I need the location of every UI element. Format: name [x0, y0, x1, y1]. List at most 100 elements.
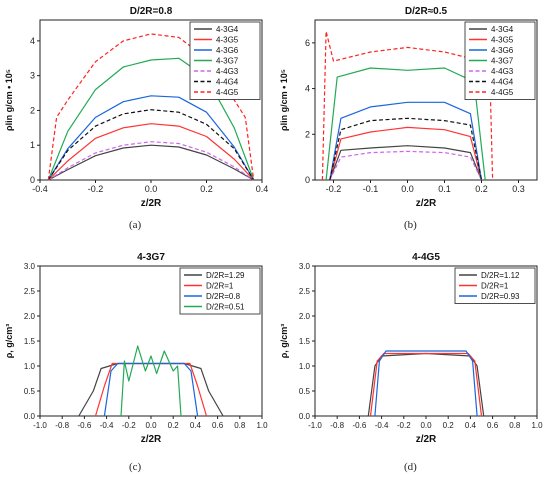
- y-tick-label: 1.5: [24, 337, 36, 346]
- plot-frame: [314, 19, 538, 181]
- x-tick-label: -0.4: [32, 184, 48, 194]
- series-line: [94, 362, 208, 417]
- y-tick-label: 3.0: [299, 262, 311, 271]
- legend-label: D/2R=1.12: [481, 271, 520, 280]
- series-line: [47, 95, 255, 181]
- legend-label: 4-4G4: [491, 78, 514, 87]
- y-tick-label: 0.5: [299, 387, 311, 396]
- x-tick-label: 0.2: [168, 421, 180, 430]
- x-tick-label: 0.2: [200, 184, 213, 194]
- x-axis-label: z/2R: [416, 434, 437, 445]
- legend-label: D/2R=1: [206, 282, 234, 291]
- y-tick-label: 1: [30, 140, 35, 150]
- y-tick-label: 2.0: [24, 312, 36, 321]
- y-axis-label: ρlin g/cm • 10⁵: [279, 69, 289, 131]
- chart-panel-b: D/2R≈0.5 -0.2 -0.1 0.0 0.1 0.2 0.3 0 2 4 6 z/2R ρlin…: [279, 6, 538, 209]
- y-tick-label: 1.0: [299, 362, 311, 371]
- x-tick-label: -0.2: [122, 421, 136, 430]
- series-line: [103, 362, 199, 417]
- chart-title: 4-4G5: [412, 252, 440, 263]
- legend-label: 4-4G3: [216, 67, 239, 76]
- x-tick-label: 1.0: [256, 421, 268, 430]
- legend-label: 4-3G4: [491, 25, 514, 34]
- legend-label: 4-3G5: [216, 36, 239, 45]
- legend-label: D/2R=0.8: [206, 292, 241, 301]
- y-tick-label: 0: [30, 175, 35, 185]
- y-tick-label: 1.0: [24, 362, 36, 371]
- x-tick-label: -0.4: [375, 421, 389, 430]
- series-line: [325, 67, 486, 181]
- legend-label: 4-4G5: [216, 88, 239, 97]
- x-tick-label: 0.1: [438, 184, 451, 194]
- y-tick-label: 1.5: [299, 337, 311, 346]
- legend-label: 4-3G7: [491, 57, 514, 66]
- x-tick-label: -0.2: [397, 421, 411, 430]
- y-tick-label: 2.5: [24, 287, 36, 296]
- x-tick-label: -0.8: [330, 421, 344, 430]
- y-tick-label: 4: [305, 84, 310, 94]
- x-tick-label: 0.4: [190, 421, 202, 430]
- series-line: [47, 57, 255, 181]
- x-tick-label: -0.4: [100, 421, 114, 430]
- x-tick-label: -0.2: [326, 184, 342, 194]
- legend-label: D/2R=1.29: [206, 271, 245, 280]
- chart-panel-d: 4-4G5 -1.0 -0.8 -0.6 -0.4 -0.2 0.0 0.2 0.4 0.6 0.8…: [279, 252, 543, 445]
- x-tick-label: -0.2: [88, 184, 104, 194]
- legend-label: 4-3G6: [491, 46, 514, 55]
- y-tick-label: 2.0: [299, 312, 311, 321]
- x-axis-label: z/2R: [416, 198, 437, 209]
- series-line: [374, 350, 478, 417]
- chart-title: D/2R≈0.5: [405, 6, 448, 17]
- y-tick-label: 4: [30, 36, 35, 46]
- series-line: [369, 352, 483, 417]
- series-line: [48, 144, 254, 181]
- x-tick-label: 0.3: [512, 184, 525, 194]
- y-tick-label: 0.5: [24, 387, 36, 396]
- y-axis-label: ρlin g/cm • 10⁵: [4, 69, 14, 131]
- legend-label: D/2R=0.51: [206, 303, 245, 312]
- series-line: [47, 33, 255, 181]
- series-line: [329, 126, 483, 181]
- y-tick-label: 0.0: [24, 412, 36, 421]
- caption-a: (a): [129, 219, 142, 231]
- x-tick-label: -0.6: [78, 421, 92, 430]
- x-tick-label: 0.0: [145, 184, 158, 194]
- series-line: [329, 101, 483, 181]
- x-tick-label: 0.0: [420, 421, 432, 430]
- x-tick-label: 0.4: [256, 184, 269, 194]
- series-line: [367, 352, 485, 417]
- series-line: [47, 123, 255, 181]
- chart-title: 4-3G7: [137, 252, 165, 263]
- series-line: [47, 109, 255, 181]
- chart-panel-a: D/2R=0.8 -0.4 -0.2 0.0 0.2 0.4 0 1 2 3 4 z/2R ρlin g…: [4, 6, 269, 209]
- legend-label: 4-3G4: [216, 25, 239, 34]
- chart-panel-c: 4-3G7 -1.0 -0.8 -0.6 -0.4 -0.2 0.0 0.2 0.4 0.6 0.8…: [4, 252, 268, 445]
- y-tick-label: 0: [305, 175, 310, 185]
- legend-label: 4-4G5: [491, 88, 514, 97]
- legend-label: D/2R=0.93: [481, 292, 520, 301]
- caption-c: (c): [129, 461, 142, 473]
- x-axis-label: z/2R: [141, 198, 162, 209]
- y-tick-label: 3.0: [24, 262, 36, 271]
- caption-b: (b): [404, 219, 417, 231]
- y-tick-label: 2: [305, 129, 310, 139]
- y-axis-label: ρ, g/cm³: [4, 324, 14, 359]
- x-tick-label: 0.6: [212, 421, 224, 430]
- series-line: [329, 117, 483, 181]
- x-tick-label: 0.8: [509, 421, 521, 430]
- legend-label: 4-4G4: [216, 78, 239, 87]
- x-tick-label: 0.4: [465, 421, 477, 430]
- series-line: [78, 362, 224, 417]
- y-tick-label: 3: [30, 71, 35, 81]
- x-tick-label: -0.6: [353, 421, 367, 430]
- x-tick-label: 0.2: [475, 184, 488, 194]
- x-tick-label: 0.0: [145, 421, 157, 430]
- x-tick-label: 1.0: [531, 421, 543, 430]
- legend-label: 4-3G5: [491, 36, 514, 45]
- x-tick-label: 0.6: [487, 421, 499, 430]
- x-tick-label: 0.2: [443, 421, 455, 430]
- x-tick-label: -0.8: [55, 421, 69, 430]
- x-tick-label: 0.8: [234, 421, 246, 430]
- legend-label: 4-3G7: [216, 57, 239, 66]
